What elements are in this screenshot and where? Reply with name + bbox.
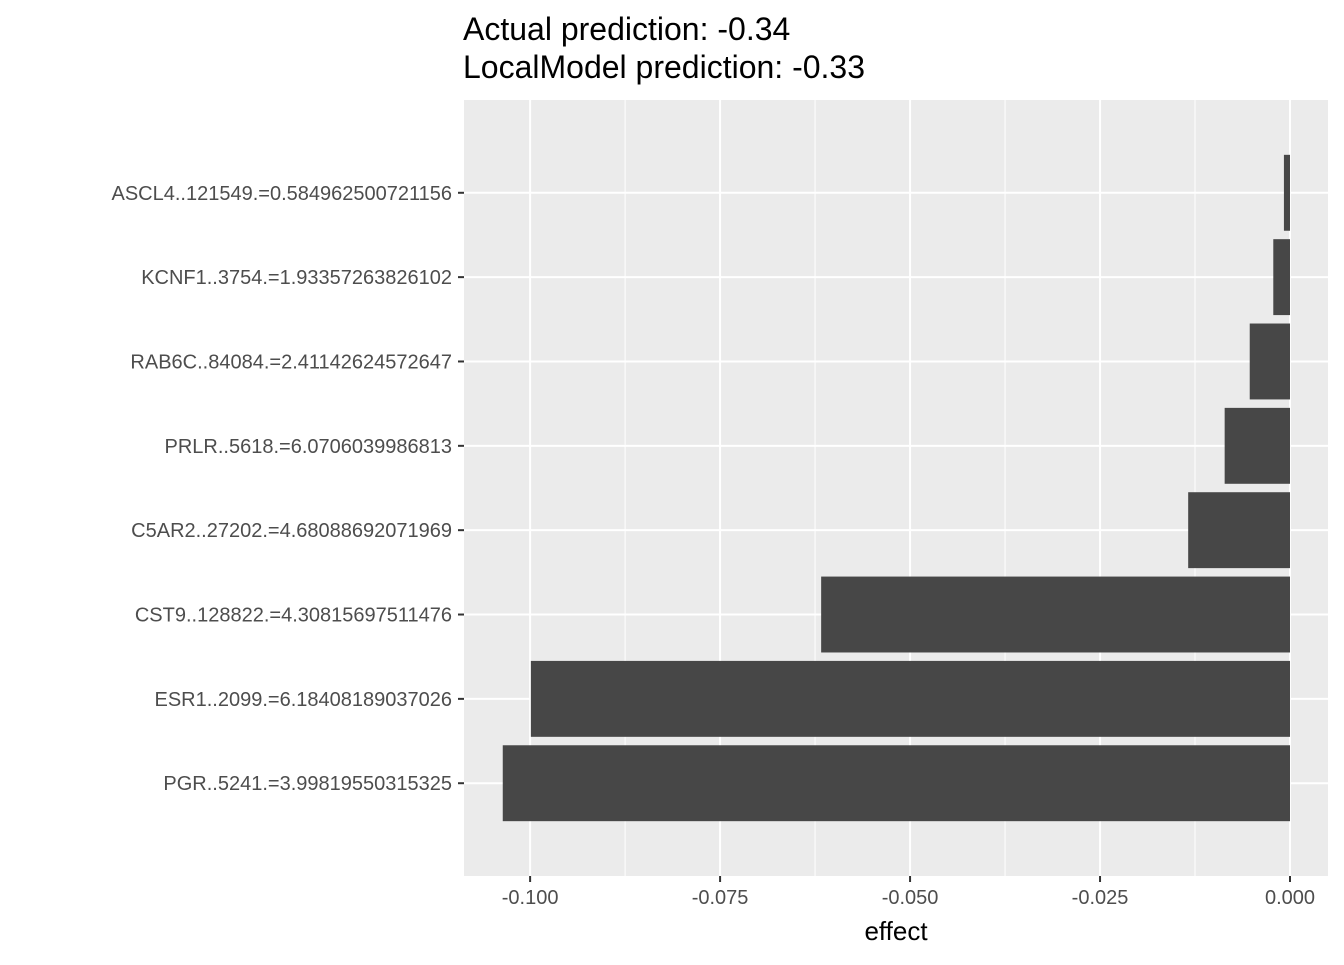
bar	[502, 745, 1291, 822]
x-tick-label: 0.000	[1265, 887, 1315, 909]
chart-subtitle: LocalModel prediction: -0.33	[463, 49, 865, 85]
bar	[1249, 323, 1291, 400]
bar	[530, 660, 1291, 737]
x-tick-label: -0.075	[692, 887, 749, 909]
y-tick-label: PGR..5241.=3.99819550315325	[163, 773, 452, 795]
bar	[821, 576, 1291, 653]
bars	[502, 154, 1291, 822]
x-tick-label: -0.050	[882, 887, 939, 909]
y-tick-label: ASCL4..121549.=0.584962500721156	[112, 183, 453, 205]
y-tick-label: C5AR2..27202.=4.68088692071969	[131, 520, 452, 542]
y-tick-label: KCNF1..3754.=1.93357263826102	[141, 267, 452, 289]
axes: -0.100 -0.075 -0.050 -0.025 0.000 ASCL4..1215…	[112, 183, 1316, 909]
y-tick-label: ESR1..2099.=6.18408189037026	[155, 689, 453, 711]
y-tick-label: RAB6C..84084.=2.41142624572647	[130, 351, 452, 373]
x-tick-label: -0.100	[502, 887, 559, 909]
bar	[1188, 492, 1291, 569]
bar	[1283, 154, 1291, 231]
y-tick-label: CST9..128822.=4.30815697511476	[135, 605, 452, 627]
chart-title: Actual prediction: -0.34	[463, 11, 790, 47]
bar	[1224, 407, 1291, 484]
y-tick-label: PRLR..5618.=6.0706039986813	[165, 436, 452, 458]
x-axis-title: effect	[864, 916, 928, 946]
bar	[1273, 239, 1291, 316]
x-tick-label: -0.025	[1072, 887, 1129, 909]
